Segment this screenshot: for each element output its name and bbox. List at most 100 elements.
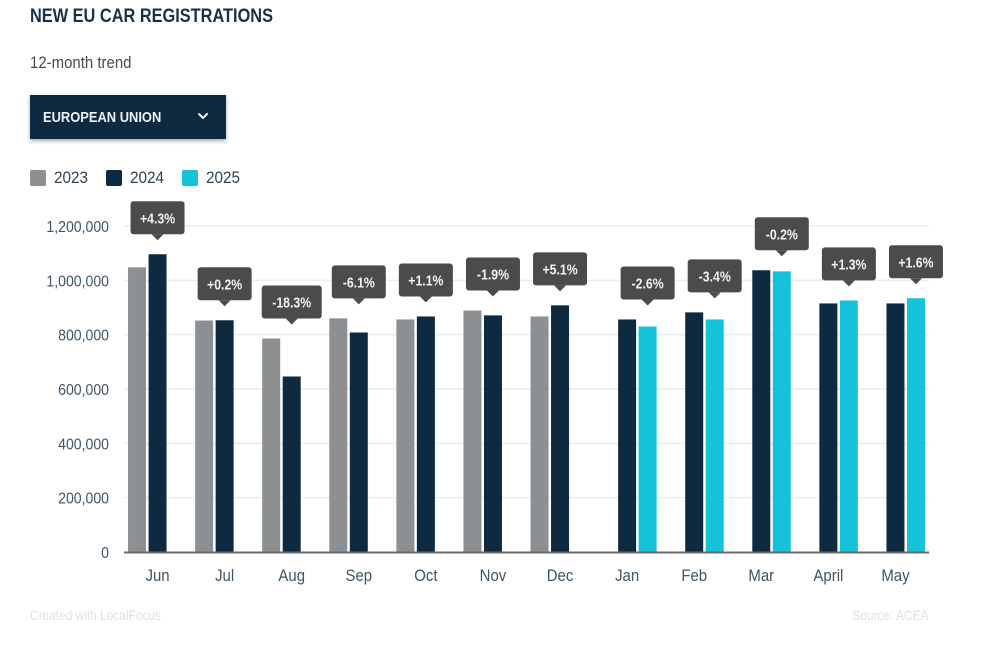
y-tick-label: 800,000 (58, 327, 109, 345)
yoy-callout: -3.4% (687, 259, 742, 299)
yoy-callout: -0.2% (754, 217, 809, 257)
y-tick-label: 1,000,000 (46, 273, 109, 291)
x-tick-label: April (813, 567, 843, 585)
legend-item-2023[interactable]: 2023 (30, 168, 92, 188)
bar-2024-jul[interactable] (215, 320, 234, 552)
yoy-callout-arrow (352, 298, 365, 305)
x-tick-label: Nov (480, 567, 507, 585)
x-tick-label: Jun (145, 567, 169, 585)
region-dropdown[interactable]: EUROPEAN UNION (30, 95, 226, 139)
yoy-callout-box (331, 265, 386, 299)
yoy-callout: -18.3% (261, 285, 322, 325)
bar-2024-april[interactable] (819, 303, 838, 552)
x-tick-label: Jul (215, 567, 234, 585)
x-tick-label: Mar (748, 567, 774, 585)
bar-2023-nov[interactable] (463, 310, 482, 552)
bar-2024-dec[interactable] (551, 305, 570, 552)
yoy-callout-arrow (909, 278, 922, 285)
yoy-callout-label: +1.3% (831, 256, 866, 272)
legend-item-2024[interactable]: 2024 (105, 168, 168, 188)
x-tick-label: Jan (615, 567, 639, 585)
bar-2024-may[interactable] (886, 303, 905, 552)
yoy-callout-box (754, 217, 809, 251)
yoy-callout-arrow (641, 299, 654, 306)
yoy-callout-box (687, 259, 742, 293)
bar-2025-feb[interactable] (705, 319, 724, 552)
yoy-callout-label: +0.2% (207, 276, 242, 292)
chart-subtitle: 12-month trend (30, 53, 132, 72)
legend-swatch-2023 (30, 170, 46, 186)
bar-2024-oct[interactable] (416, 316, 435, 552)
yoy-callout-arrow (218, 300, 231, 307)
yoy-callout-arrow (554, 285, 567, 292)
yoy-callout-label: -1.9% (477, 266, 509, 282)
bar-2024-jun[interactable] (148, 254, 167, 552)
yoy-callout-arrow (775, 250, 788, 257)
x-tick-label: Sep (345, 567, 372, 585)
yoy-callout: +4.3% (130, 201, 185, 241)
yoy-callout: +1.6% (888, 245, 943, 285)
yoy-callout-label: +1.1% (408, 272, 443, 288)
yoy-callout-box (533, 252, 588, 286)
yoy-callout-arrow (285, 318, 298, 325)
yoy-callout-box (197, 267, 252, 301)
bar-2025-mar[interactable] (772, 271, 791, 552)
bar-2023-jul[interactable] (195, 320, 214, 552)
legend-label-2025: 2025 (205, 168, 240, 187)
legend-item-2025[interactable]: 2025 (181, 168, 244, 188)
x-tick-label: Dec (547, 567, 574, 585)
yoy-callout: -6.1% (331, 265, 386, 305)
yoy-callout-box (888, 245, 943, 279)
bar-2023-sep[interactable] (329, 318, 348, 552)
y-tick-label: 400,000 (58, 436, 109, 454)
yoy-callout-arrow (419, 296, 432, 303)
bar-2024-aug[interactable] (282, 376, 301, 552)
yoy-callout: +5.1% (533, 252, 588, 292)
bar-2024-mar[interactable] (752, 270, 771, 552)
yoy-callout-arrow (486, 290, 499, 297)
bar-2025-may[interactable] (906, 298, 925, 552)
bar-2023-oct[interactable] (396, 319, 415, 552)
yoy-callout: -1.9% (465, 257, 520, 297)
yoy-callout-label: +4.3% (140, 210, 175, 226)
yoy-callout-label: -2.6% (632, 275, 664, 291)
chart-title: NEW EU CAR REGISTRATIONS (30, 6, 273, 27)
y-tick-label: 600,000 (58, 381, 109, 399)
yoy-callout-box (620, 266, 675, 300)
bar-2024-jan[interactable] (618, 319, 637, 552)
bar-2023-dec[interactable] (530, 316, 549, 552)
yoy-callout-arrow (151, 234, 164, 241)
yoy-callout-box (821, 247, 876, 281)
yoy-callout-arrow (842, 280, 855, 287)
yoy-callout-label: -3.4% (699, 268, 731, 284)
credit-text[interactable]: Created with LocalFocus (30, 607, 161, 623)
bar-2024-nov[interactable] (483, 315, 502, 552)
yoy-callout-label: -0.2% (766, 226, 798, 242)
yoy-callout: +1.1% (398, 263, 453, 303)
legend-label-2023: 2023 (54, 168, 89, 187)
source-text: Source: ACEA (851, 607, 928, 623)
bar-2024-sep[interactable] (349, 332, 368, 552)
yoy-callout-label: -18.3% (272, 294, 311, 310)
y-tick-label: 0 (101, 544, 109, 562)
y-tick-label: 1,200,000 (46, 218, 109, 236)
yoy-callout-label: +1.6% (898, 254, 933, 270)
legend-label-2024: 2024 (129, 168, 164, 187)
x-tick-label: Aug (278, 567, 305, 585)
yoy-callout-label: +5.1% (542, 261, 577, 277)
bar-2023-jun[interactable] (128, 267, 147, 552)
yoy-callout-box (130, 201, 185, 235)
x-tick-label: Feb (681, 567, 707, 585)
bar-2024-feb[interactable] (685, 312, 704, 552)
bar-2025-april[interactable] (839, 300, 858, 552)
yoy-callout-label: -6.1% (343, 274, 375, 290)
legend: 2023 2024 2025 (30, 168, 257, 188)
bar-2025-jan[interactable] (638, 326, 657, 552)
y-tick-label: 200,000 (58, 490, 109, 508)
region-dropdown-label: EUROPEAN UNION (43, 108, 162, 126)
yoy-callout: +0.2% (197, 267, 252, 307)
bar-2023-aug[interactable] (262, 338, 281, 552)
yoy-callout-box (398, 263, 453, 297)
x-tick-label: Oct (414, 567, 438, 585)
